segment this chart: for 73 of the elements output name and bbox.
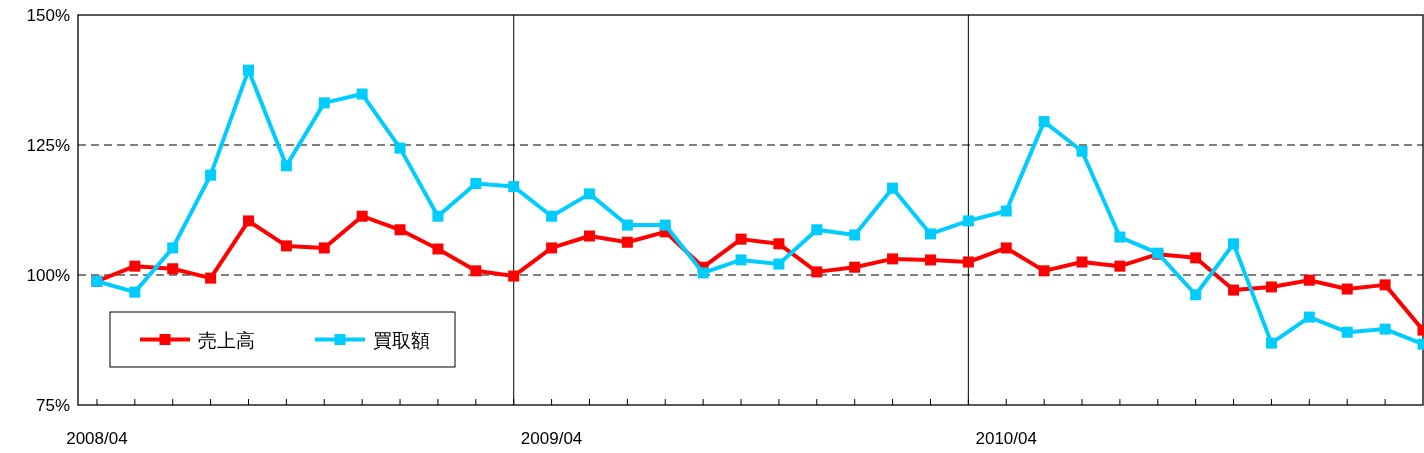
point <box>735 254 747 266</box>
y-tick-label: 125% <box>26 136 70 155</box>
point <box>356 88 368 100</box>
x-tick-label: 2010/04 <box>975 429 1037 448</box>
point <box>205 272 217 284</box>
point <box>887 253 899 265</box>
point <box>621 236 633 248</box>
point <box>849 229 861 241</box>
point <box>1265 281 1277 293</box>
point <box>1303 311 1315 323</box>
point <box>508 270 520 282</box>
point <box>583 188 595 200</box>
point <box>546 242 558 254</box>
point <box>621 219 633 231</box>
point <box>546 210 558 222</box>
point <box>318 242 330 254</box>
point <box>129 260 141 272</box>
point <box>1000 205 1012 217</box>
point <box>1190 252 1202 264</box>
point <box>1000 242 1012 254</box>
point <box>1228 284 1240 296</box>
y-tick-label: 75% <box>35 396 70 415</box>
x-tick-label: 2008/04 <box>66 429 128 448</box>
point <box>242 215 254 227</box>
point <box>773 238 785 250</box>
point <box>242 64 254 76</box>
y-tick-label: 150% <box>26 6 70 25</box>
point <box>280 160 292 172</box>
point <box>962 215 974 227</box>
point <box>1038 265 1050 277</box>
point <box>394 142 406 154</box>
point <box>356 210 368 222</box>
point <box>167 242 179 254</box>
point <box>1379 279 1391 291</box>
x-tick-label: 2009/04 <box>520 429 583 448</box>
point <box>470 177 482 189</box>
point <box>887 182 899 194</box>
point <box>1190 289 1202 301</box>
point <box>1228 238 1240 250</box>
point <box>1341 326 1353 338</box>
point <box>1265 337 1277 349</box>
point <box>280 240 292 252</box>
point <box>470 265 482 277</box>
point <box>432 243 444 255</box>
point <box>773 258 785 270</box>
point <box>1076 256 1088 268</box>
point <box>659 219 671 231</box>
point <box>1341 283 1353 295</box>
point <box>318 97 330 109</box>
legend-label: 売上高 <box>198 329 255 351</box>
point <box>849 261 861 273</box>
point <box>962 256 974 268</box>
point <box>167 263 179 275</box>
point <box>1114 260 1126 272</box>
point <box>924 254 936 266</box>
point <box>205 169 217 181</box>
y-tick-label: 100% <box>26 266 70 285</box>
point <box>432 210 444 222</box>
point <box>583 230 595 242</box>
point <box>735 233 747 245</box>
point <box>811 266 823 278</box>
point <box>1379 323 1391 335</box>
point <box>1038 116 1050 128</box>
legend-label: 買取額 <box>373 329 430 351</box>
point <box>1076 145 1088 157</box>
point <box>508 181 520 193</box>
point <box>394 224 406 236</box>
point <box>129 286 141 298</box>
point <box>924 228 936 240</box>
point <box>1303 274 1315 286</box>
point <box>1114 231 1126 243</box>
point <box>697 267 709 279</box>
point <box>811 224 823 236</box>
